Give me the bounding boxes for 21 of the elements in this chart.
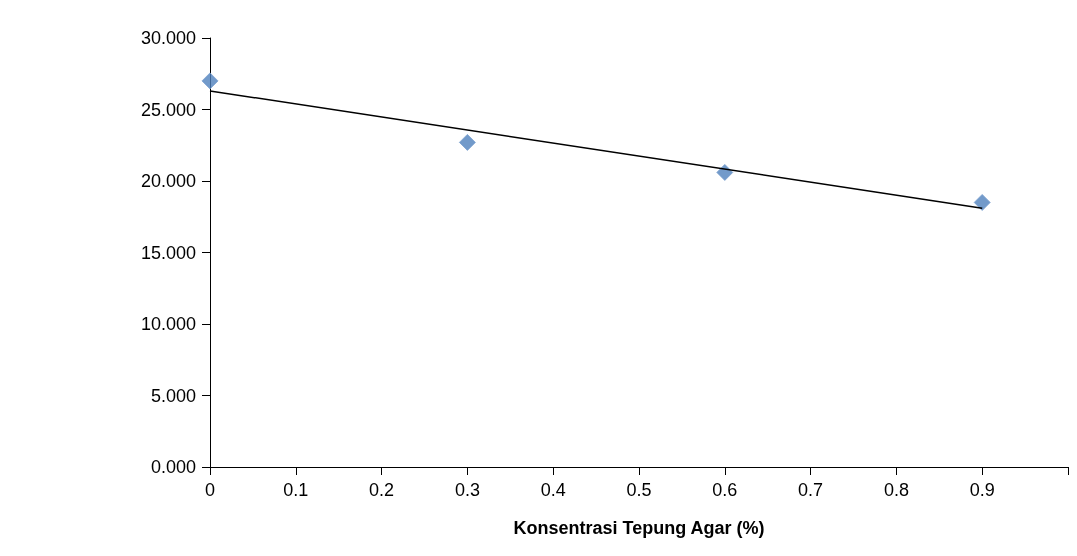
y-tick-label: 10.000 bbox=[140, 314, 196, 334]
x-tick-label: 0.4 bbox=[540, 480, 566, 500]
x-axis-title: Konsentrasi Tepung Agar (%) bbox=[513, 518, 765, 538]
y-tick-label: 0.000 bbox=[150, 457, 196, 477]
x-tick-label: 0 bbox=[204, 480, 216, 500]
x-tick-label: 0.9 bbox=[969, 480, 995, 500]
x-tick-label: 0.3 bbox=[454, 480, 480, 500]
point bbox=[458, 133, 476, 151]
point bbox=[201, 72, 219, 90]
x-tick-label: 0.8 bbox=[883, 480, 909, 500]
y-tick-label: 25.000 bbox=[140, 99, 196, 120]
x-tick-label: 0.6 bbox=[712, 480, 738, 500]
x-tick-label: 0.7 bbox=[798, 480, 824, 500]
y-tick-label: 30.000 bbox=[140, 28, 196, 48]
x-tick-label: 0.2 bbox=[369, 480, 395, 500]
x-tick-label: 0.5 bbox=[626, 480, 652, 500]
y-tick-label: 15.000 bbox=[140, 242, 196, 263]
x-tick-label: 0.1 bbox=[283, 480, 309, 500]
point bbox=[973, 193, 991, 211]
y-tick-label: 20.000 bbox=[140, 171, 196, 191]
y-tick-label: 5.000 bbox=[150, 385, 196, 406]
